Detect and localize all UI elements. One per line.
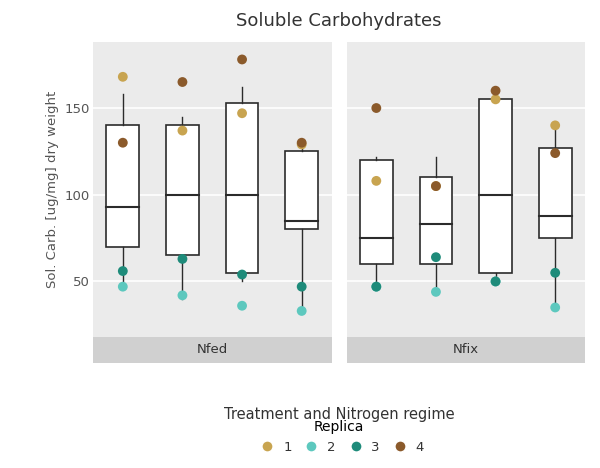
Text: Nfed: Nfed xyxy=(197,344,228,356)
Point xyxy=(550,122,560,129)
Point xyxy=(297,141,307,148)
Point xyxy=(371,283,381,291)
Point xyxy=(118,267,128,275)
Point xyxy=(178,292,187,299)
Point xyxy=(491,87,500,95)
Bar xyxy=(106,125,139,247)
Bar xyxy=(419,177,452,264)
Point xyxy=(178,255,187,263)
Point xyxy=(237,56,247,63)
Y-axis label: Sol. Carb. [ug/mg] dry weight: Sol. Carb. [ug/mg] dry weight xyxy=(46,91,59,288)
Point xyxy=(371,283,381,291)
Point xyxy=(237,302,247,309)
Point xyxy=(491,278,500,285)
Bar xyxy=(539,148,572,238)
Point xyxy=(491,278,500,285)
Point xyxy=(118,283,128,291)
Point xyxy=(297,139,307,146)
Point xyxy=(178,127,187,134)
Text: Soluble Carbohydrates: Soluble Carbohydrates xyxy=(236,12,442,30)
Point xyxy=(550,149,560,157)
Bar xyxy=(360,160,393,264)
Text: Nfix: Nfix xyxy=(452,344,479,356)
Legend: 1, 2, 3, 4: 1, 2, 3, 4 xyxy=(249,415,429,459)
Point xyxy=(550,269,560,277)
Point xyxy=(371,104,381,112)
Point xyxy=(297,307,307,314)
Point xyxy=(371,177,381,184)
Point xyxy=(178,78,187,86)
Point xyxy=(237,271,247,278)
Point xyxy=(550,304,560,311)
Bar xyxy=(226,103,259,273)
Point xyxy=(491,95,500,103)
Point xyxy=(237,110,247,117)
Bar xyxy=(166,125,199,256)
Point xyxy=(431,183,441,190)
Point xyxy=(431,288,441,296)
Point xyxy=(118,139,128,146)
Bar xyxy=(285,151,318,229)
Point xyxy=(118,73,128,80)
Bar xyxy=(479,99,512,273)
Point xyxy=(431,254,441,261)
Point xyxy=(431,183,441,190)
Point xyxy=(297,283,307,291)
Text: Treatment and Nitrogen regime: Treatment and Nitrogen regime xyxy=(224,407,454,422)
